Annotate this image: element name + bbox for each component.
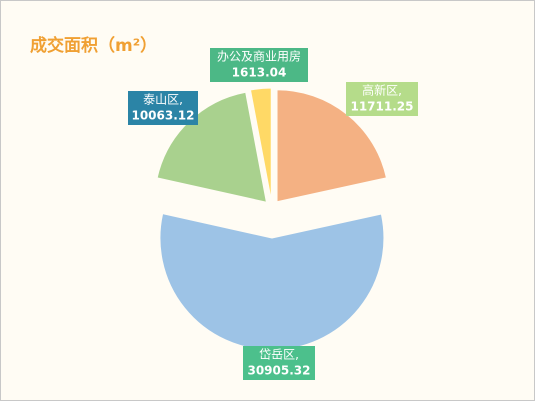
value-label: 1613.04: [232, 66, 287, 80]
slice-label: 岱岳区,: [259, 348, 299, 362]
label-box: [346, 82, 418, 116]
value-label: 11711.25: [350, 100, 413, 114]
value-label: 10063.12: [131, 109, 194, 123]
value-label: 30905.32: [247, 364, 310, 378]
pie-slice: [249, 87, 272, 201]
label-box: [128, 91, 198, 125]
slice-label: 泰山区,: [143, 93, 183, 107]
label-box: [243, 346, 315, 380]
slice-label: 高新区,: [362, 83, 402, 98]
chart-title: 成交面积（m²）: [30, 35, 157, 56]
label-box: [210, 48, 308, 82]
slice-label: 办公及商业用房: [217, 49, 301, 64]
